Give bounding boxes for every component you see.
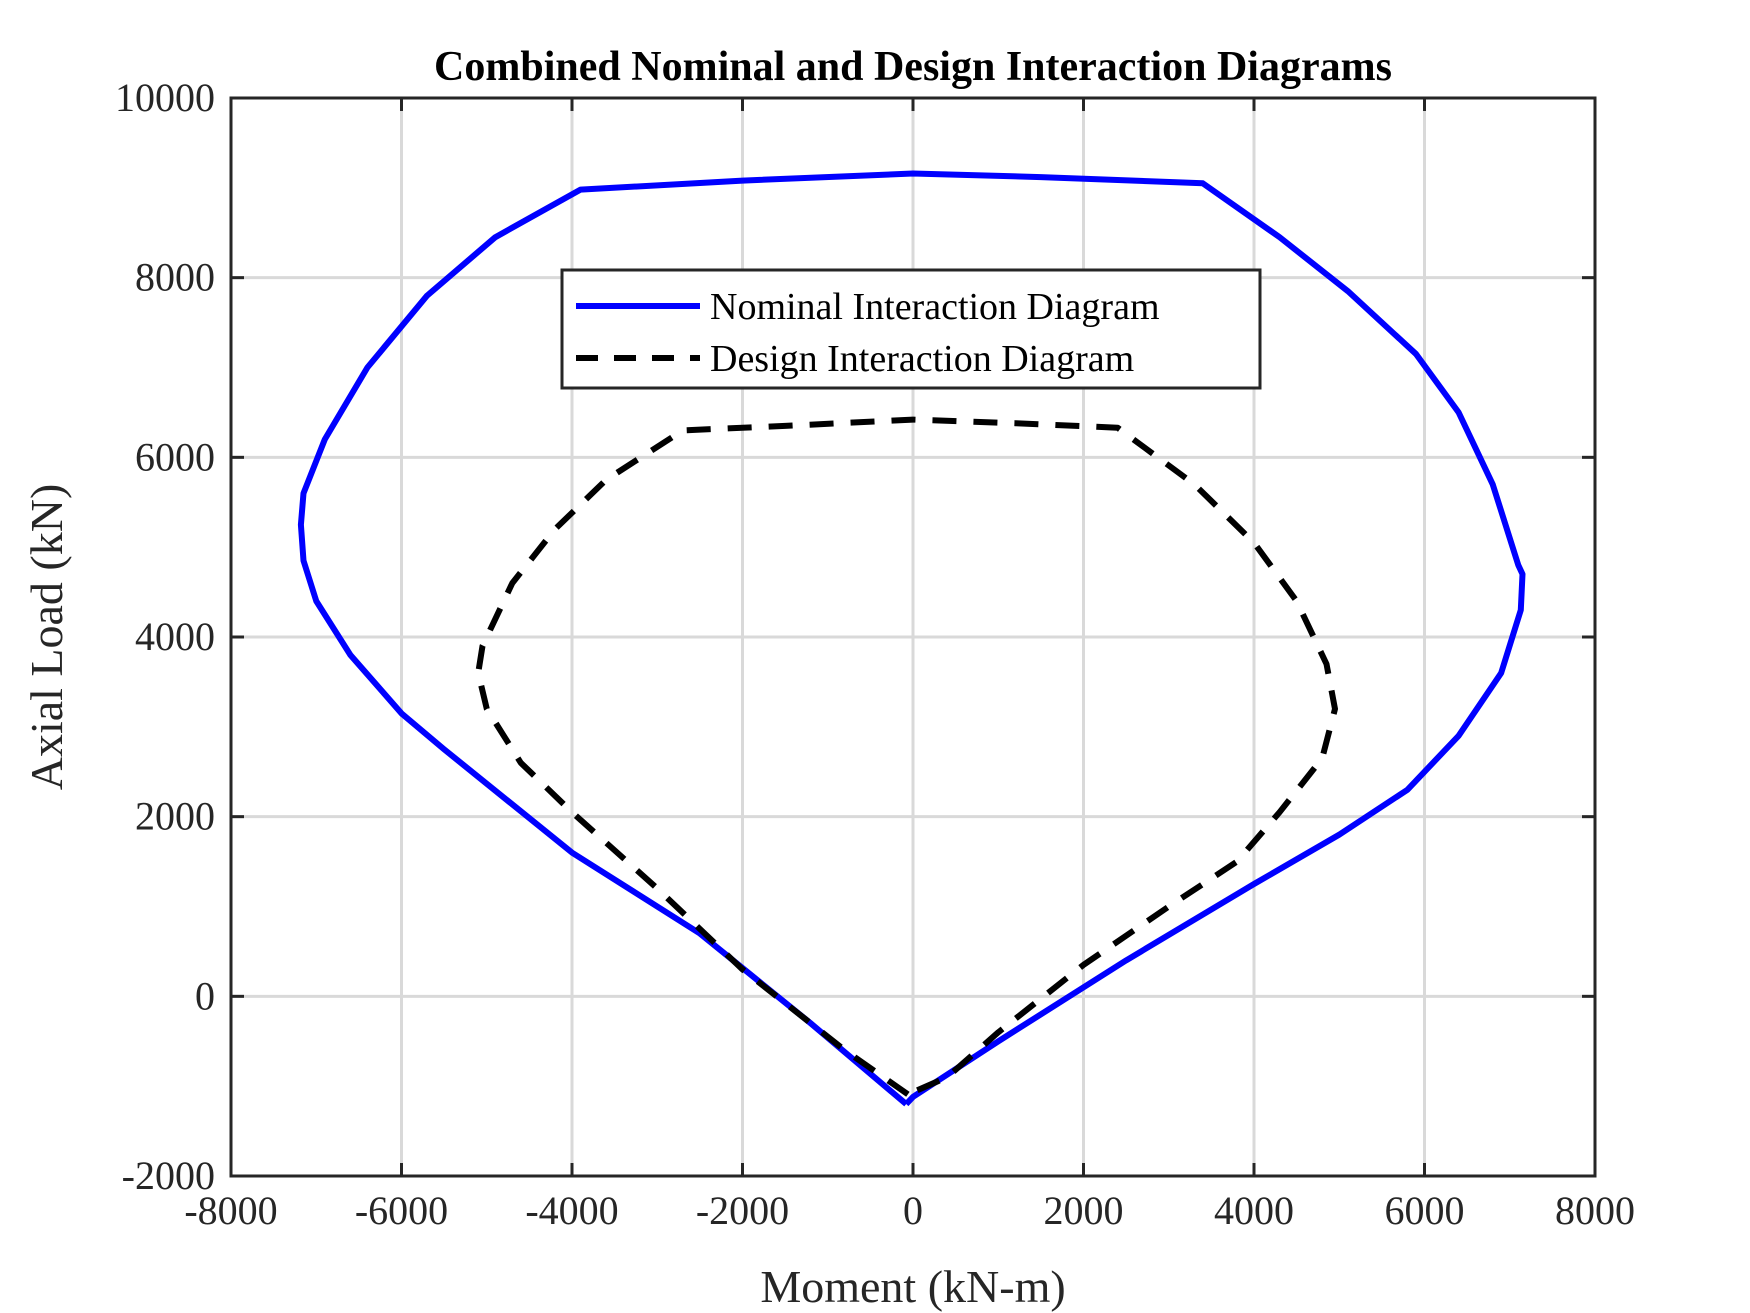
x-tick-label: -6000 — [355, 1188, 448, 1233]
design-interaction-line — [475, 416, 1338, 1098]
legend-label-nominal: Nominal Interaction Diagram — [710, 286, 1160, 328]
x-tick-label: 0 — [903, 1188, 923, 1233]
axis-ticks: -8000 -6000 -4000 -2000 0 2000 4000 6000 8000 -20… — [115, 75, 1635, 1233]
y-axis-label: Axial Load (kN) — [21, 484, 72, 791]
y-tick-label: 4000 — [135, 614, 215, 659]
x-tick-label: -8000 — [184, 1188, 277, 1233]
chart-title: Combined Nominal and Design Interaction … — [434, 44, 1392, 90]
y-tick-label: 6000 — [135, 434, 215, 479]
y-tick-label: 10000 — [115, 75, 215, 120]
x-tick-label: 2000 — [1044, 1188, 1124, 1233]
x-tick-label: 6000 — [1385, 1188, 1465, 1233]
y-tick-label: -2000 — [122, 1153, 215, 1198]
legend: Nominal Interaction Diagram Design Inter… — [560, 268, 1262, 390]
x-tick-label: 4000 — [1214, 1188, 1294, 1233]
y-tick-label: 8000 — [135, 255, 215, 300]
nominal-interaction-line — [297, 170, 1526, 1107]
data-series — [297, 170, 1526, 1107]
x-tick-label: -4000 — [525, 1188, 618, 1233]
y-tick-label: 0 — [195, 973, 215, 1018]
x-tick-label: -2000 — [696, 1188, 789, 1233]
x-axis-label: Moment (kN-m) — [760, 1261, 1065, 1312]
x-tick-label: 8000 — [1555, 1188, 1635, 1233]
y-tick-label: 2000 — [135, 794, 215, 839]
legend-label-design: Design Interaction Diagram — [710, 338, 1134, 380]
legend-box — [560, 268, 1262, 390]
